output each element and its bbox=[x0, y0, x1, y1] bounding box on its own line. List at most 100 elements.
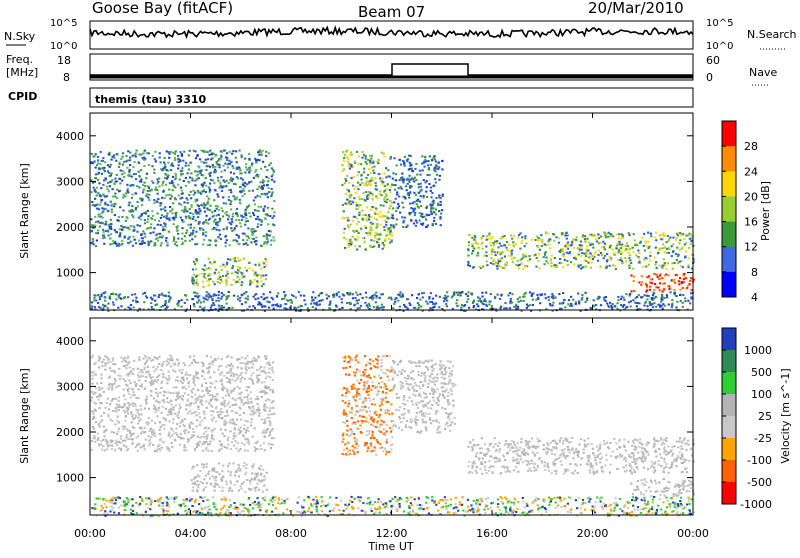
data-cell bbox=[148, 199, 150, 201]
data-cell bbox=[206, 463, 208, 465]
data-cell bbox=[157, 379, 159, 381]
data-cell bbox=[505, 247, 507, 249]
data-cell bbox=[162, 373, 164, 375]
data-cell bbox=[619, 259, 621, 261]
data-cell bbox=[116, 444, 118, 446]
data-cell bbox=[184, 425, 186, 427]
data-cell bbox=[355, 292, 357, 294]
data-cell bbox=[146, 221, 148, 223]
cpid-panel: CPID themis (tau) 3310 bbox=[8, 88, 693, 107]
data-cell bbox=[551, 293, 553, 295]
data-cell bbox=[267, 417, 269, 419]
data-cell bbox=[209, 295, 211, 297]
data-cell bbox=[197, 485, 199, 487]
data-cell bbox=[569, 305, 571, 307]
data-cell bbox=[117, 219, 119, 221]
data-cell bbox=[428, 167, 430, 169]
data-cell bbox=[100, 444, 102, 446]
data-cell bbox=[133, 239, 135, 241]
data-cell bbox=[420, 189, 422, 191]
data-cell bbox=[189, 240, 191, 242]
data-cell bbox=[202, 482, 204, 484]
data-cell bbox=[539, 267, 541, 269]
data-cell bbox=[223, 180, 225, 182]
data-cell bbox=[125, 155, 127, 157]
data-cell bbox=[166, 218, 168, 220]
data-cell bbox=[680, 300, 682, 302]
data-cell bbox=[118, 409, 120, 411]
data-cell bbox=[198, 205, 200, 207]
data-cell bbox=[376, 233, 378, 235]
data-cell bbox=[354, 230, 356, 232]
data-cell bbox=[626, 306, 628, 308]
data-cell bbox=[179, 422, 181, 424]
data-cell bbox=[430, 292, 432, 294]
data-cell bbox=[257, 223, 259, 225]
data-cell bbox=[177, 155, 179, 157]
data-cell bbox=[216, 162, 218, 164]
data-cell bbox=[418, 293, 420, 295]
data-cell bbox=[409, 165, 411, 167]
data-cell bbox=[512, 241, 514, 243]
data-cell bbox=[237, 168, 239, 170]
data-cell bbox=[129, 159, 131, 161]
y-tick-label: 1000 bbox=[56, 267, 84, 280]
data-cell bbox=[230, 223, 232, 225]
data-cell bbox=[201, 150, 203, 152]
data-cell bbox=[420, 205, 422, 207]
data-cell bbox=[365, 177, 367, 179]
data-cell bbox=[144, 408, 146, 410]
data-cell bbox=[353, 176, 355, 178]
data-cell bbox=[199, 158, 201, 160]
data-cell bbox=[96, 195, 98, 197]
data-cell bbox=[260, 277, 262, 279]
data-cell bbox=[255, 243, 257, 245]
data-cell bbox=[103, 237, 105, 239]
data-cell bbox=[138, 240, 140, 242]
data-cell bbox=[147, 197, 149, 199]
data-cell bbox=[638, 252, 640, 254]
data-cell bbox=[609, 302, 611, 304]
data-cell bbox=[139, 176, 141, 178]
data-cell bbox=[477, 243, 479, 245]
data-cell bbox=[532, 299, 534, 301]
data-cell bbox=[127, 150, 129, 152]
data-cell bbox=[508, 255, 510, 257]
data-cell bbox=[254, 196, 256, 198]
data-cell bbox=[145, 399, 147, 401]
data-cell bbox=[207, 435, 209, 437]
data-cell bbox=[127, 413, 129, 415]
data-cell bbox=[189, 365, 191, 367]
data-cell bbox=[208, 427, 210, 429]
data-cell bbox=[480, 300, 482, 302]
data-cell bbox=[630, 300, 632, 302]
data-cell bbox=[385, 176, 387, 178]
data-cell bbox=[189, 212, 191, 214]
data-cell bbox=[134, 417, 136, 419]
data-cell bbox=[664, 251, 666, 253]
data-cell bbox=[604, 243, 606, 245]
data-cell bbox=[207, 392, 209, 394]
data-cell bbox=[233, 173, 235, 175]
data-cell bbox=[213, 438, 215, 440]
data-cell bbox=[467, 298, 469, 300]
data-cell bbox=[124, 440, 126, 442]
data-cell bbox=[263, 442, 265, 444]
data-cell bbox=[126, 184, 128, 186]
data-cell bbox=[264, 449, 266, 451]
data-cell bbox=[98, 423, 100, 425]
data-cell bbox=[171, 446, 173, 448]
data-cell bbox=[229, 406, 231, 408]
data-cell bbox=[131, 373, 133, 375]
data-cell bbox=[218, 294, 220, 296]
data-cell bbox=[372, 299, 374, 301]
data-cell bbox=[119, 228, 121, 230]
data-cell bbox=[141, 204, 143, 206]
data-cell bbox=[191, 177, 193, 179]
data-cell bbox=[517, 260, 519, 262]
data-cell bbox=[257, 483, 259, 485]
data-cell bbox=[173, 406, 175, 408]
data-cell bbox=[482, 248, 484, 250]
data-cell bbox=[120, 225, 122, 227]
data-cell bbox=[402, 206, 404, 208]
